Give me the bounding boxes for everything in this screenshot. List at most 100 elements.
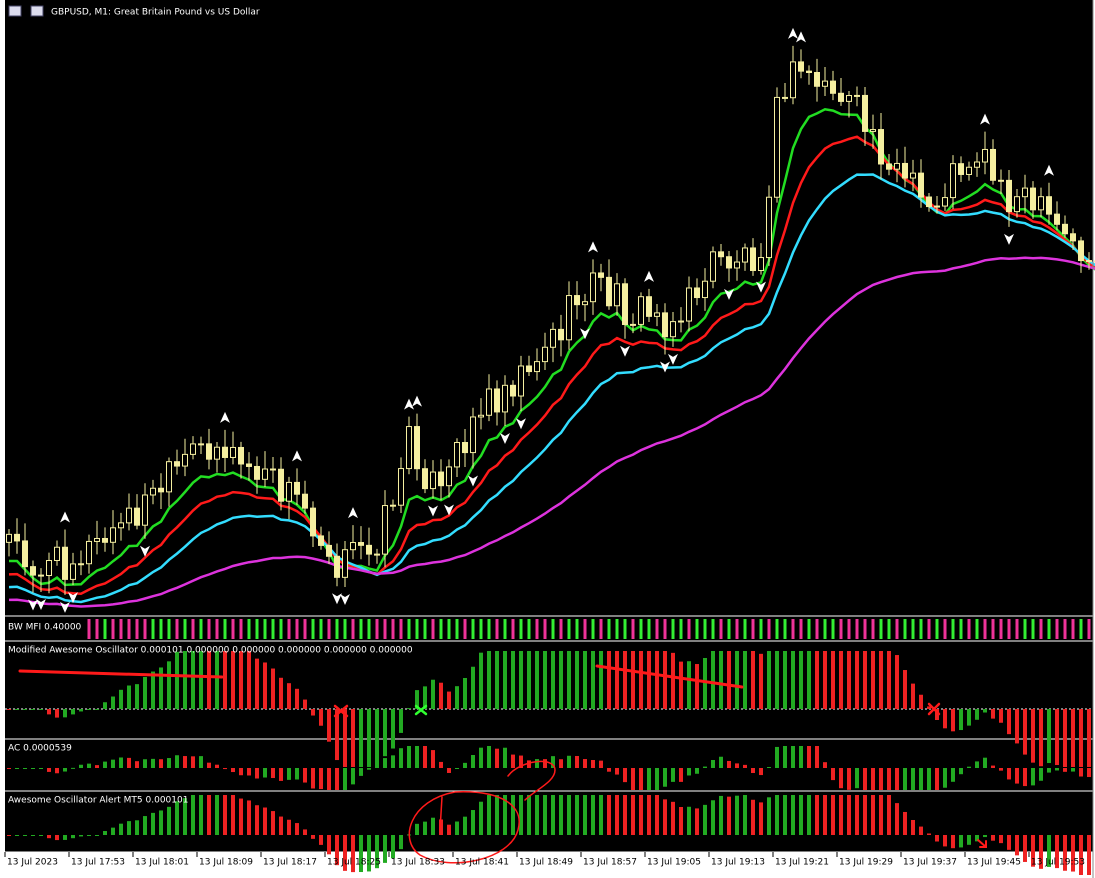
osc-bar (399, 835, 403, 850)
osc-bar (39, 709, 43, 710)
ac-panel (7, 746, 1091, 790)
osc-bar (463, 677, 467, 709)
osc-bar (111, 696, 115, 709)
osc-bar (983, 757, 987, 768)
osc-bar (1079, 835, 1083, 875)
osc-bar (751, 799, 755, 835)
panel-label: AC 0.0000539 (8, 744, 72, 754)
osc-bar (215, 795, 219, 835)
candle-body (782, 96, 788, 99)
candle-body (1054, 213, 1060, 225)
osc-bar (567, 795, 571, 835)
candle-body (414, 426, 420, 470)
osc-bar (471, 810, 475, 835)
fractal-down (756, 281, 766, 293)
osc-bar (679, 807, 683, 835)
osc-bar (951, 835, 955, 849)
moving-average (8, 135, 1095, 595)
osc-bar (319, 835, 323, 845)
fractal-up (1044, 164, 1054, 176)
osc-bar (551, 756, 555, 768)
mfi-bar (287, 619, 291, 639)
osc-bar (23, 709, 27, 710)
osc-bar (295, 688, 299, 709)
candle-body (142, 494, 148, 526)
osc-bar (383, 709, 387, 757)
osc-bar (143, 759, 147, 768)
osc-bar (295, 823, 299, 835)
osc-bar (343, 768, 347, 790)
mfi-bar (599, 619, 603, 639)
candle-body (958, 163, 964, 175)
mfi-bar (975, 619, 979, 639)
mfi-bar (343, 619, 347, 639)
osc-bar (279, 677, 283, 709)
osc-bar (271, 668, 275, 709)
osc-bar (15, 768, 19, 769)
osc-bar (855, 651, 859, 709)
candle-body (862, 94, 868, 132)
osc-bar (967, 709, 971, 726)
candle-body (182, 453, 188, 467)
osc-bar (55, 709, 59, 718)
osc-bar (479, 801, 483, 835)
osc-bar (799, 746, 803, 768)
osc-bar (615, 795, 619, 835)
mfi-bar (311, 619, 315, 639)
candle-body (598, 272, 604, 278)
osc-bar (823, 651, 827, 709)
osc-bar (239, 798, 243, 835)
osc-bar (583, 651, 587, 709)
osc-bar (327, 835, 331, 855)
mfi-bar (471, 619, 475, 639)
candle-body (910, 172, 916, 179)
mfi-bar (335, 619, 339, 639)
osc-bar (575, 755, 579, 768)
mfi-bar (455, 619, 459, 639)
fractal-down (1004, 233, 1014, 245)
candle-body (662, 312, 668, 338)
osc-bar (311, 768, 315, 789)
osc-bar (103, 702, 107, 709)
osc-bar (503, 795, 507, 835)
mfi-bar (783, 619, 787, 639)
osc-bar (615, 768, 619, 775)
osc-bar (1071, 835, 1075, 872)
candle-body (150, 487, 156, 496)
time-label: 13 Jul 18:25 (327, 858, 381, 868)
osc-bar (87, 709, 91, 710)
osc-bar (735, 763, 739, 768)
osc-bar (959, 835, 963, 848)
candle-body (1086, 260, 1092, 263)
osc-bar (207, 795, 211, 835)
osc-bar (239, 768, 243, 776)
osc-bar (775, 746, 779, 768)
fractal-down (60, 601, 70, 613)
osc-bar (87, 835, 91, 836)
candle-body (902, 162, 908, 179)
candle-body (838, 92, 844, 102)
mfi-bar (1007, 619, 1011, 639)
panel-label: BW MFI 0.40000 (8, 623, 82, 633)
osc-bar (31, 835, 35, 836)
time-label: 13 Jul 19:37 (903, 858, 957, 868)
osc-bar (423, 746, 427, 768)
osc-bar (1055, 835, 1059, 869)
osc-bar (255, 658, 259, 709)
osc-bar (887, 795, 891, 835)
fractal-down (724, 288, 734, 300)
candle-body (62, 546, 68, 580)
mfi-bar (1087, 619, 1091, 639)
mfi-bar (983, 619, 987, 639)
osc-bar (575, 651, 579, 709)
mfi-bar (135, 619, 139, 639)
osc-bar (79, 835, 83, 837)
osc-bar (231, 768, 235, 773)
osc-bar (479, 652, 483, 709)
osc-bar (927, 833, 931, 835)
osc-bar (95, 709, 99, 710)
osc-bar (911, 819, 915, 835)
osc-bar (495, 748, 499, 768)
osc-bar (935, 835, 939, 842)
mfi-bar (351, 619, 355, 639)
